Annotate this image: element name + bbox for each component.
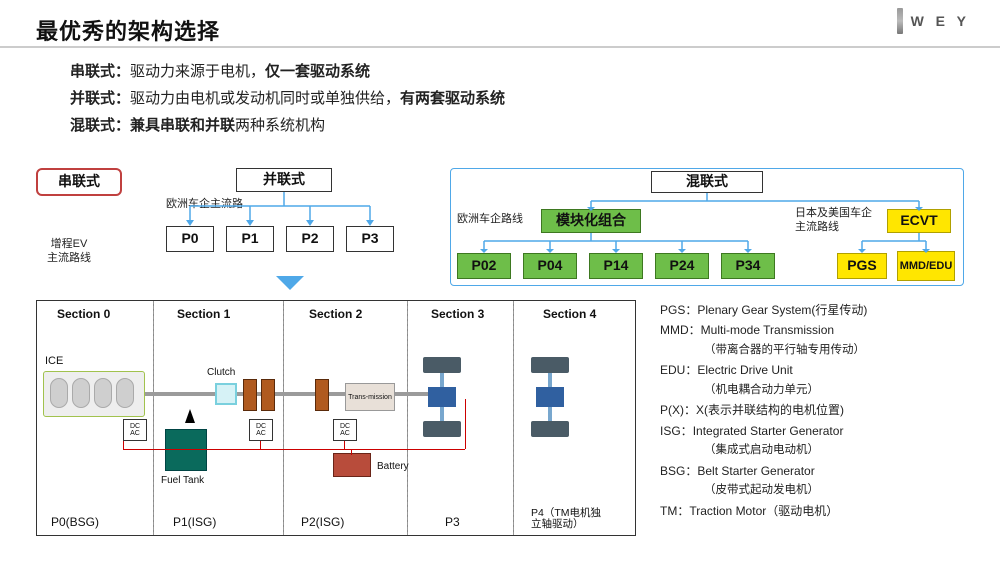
panel-hybrid: 混联式 欧洲车企路线 日本及美国车企主流路线 模块化组合 ECVT P02 P0… <box>450 168 964 286</box>
node-p2: P2 <box>286 226 334 252</box>
dc-bus-1 <box>123 449 371 450</box>
wheel-4b-icon <box>531 421 569 437</box>
bullet-parallel: 并联式：驱动力由电机或发动机同时或单独供给，有两套驱动系统 <box>70 85 505 112</box>
dc-stub-2 <box>344 441 345 449</box>
arrow-down-icon <box>276 276 304 290</box>
node-module: 模块化组合 <box>541 209 641 233</box>
motor-p1b-icon <box>261 379 275 411</box>
bullet-hybrid: 混联式：兼具串联和并联两种系统机构 <box>70 112 505 139</box>
wheel-4a-icon <box>531 357 569 373</box>
node-ecvt: ECVT <box>887 209 951 233</box>
note-parallel: 欧洲车企主流路 <box>166 198 266 212</box>
node-p02: P02 <box>457 253 511 279</box>
glossary-row: MMD：Multi-mode Transmission <box>660 320 980 340</box>
drivetrain-schematic: Section 0 Section 1 Section 2 Section 3 … <box>36 300 636 536</box>
glossary-row: TM：Traction Motor（驱动电机） <box>660 501 980 521</box>
glossary-indent: （机电耦合动力单元） <box>660 381 980 401</box>
note-series: 增程EV 主流路线 <box>34 238 104 266</box>
bullet-label: 并联式： <box>70 90 130 107</box>
sec-div-4 <box>513 301 514 535</box>
battery-icon <box>333 453 371 477</box>
inverter-2-icon: DCAC <box>333 419 357 441</box>
node-mmd-edu: MMD/EDU <box>897 251 955 281</box>
wheel-3b-icon <box>423 421 461 437</box>
node-parallel: 并联式 <box>236 168 332 192</box>
sec4-label: Section 4 <box>543 307 596 321</box>
motor-p2-icon <box>315 379 329 411</box>
bullet-label: 混联式： <box>70 117 130 134</box>
bullet-text: 驱动力由电机或发动机同时或单独供给， <box>130 90 400 107</box>
logo-bar-icon <box>897 8 903 34</box>
hub-3-icon <box>428 387 456 407</box>
sec2-label: Section 2 <box>309 307 362 321</box>
brand-logo: W E Y <box>897 8 970 34</box>
node-hybrid: 混联式 <box>651 171 763 193</box>
ice-icon <box>43 371 145 417</box>
transmission-icon: Trans-mission <box>345 383 395 411</box>
node-series: 串联式 <box>36 168 122 196</box>
axle-4 <box>548 373 552 421</box>
motor-p1a-icon <box>243 379 257 411</box>
hub-4-icon <box>536 387 564 407</box>
sec3-label: Section 3 <box>431 307 484 321</box>
glossary-row: EDU：Electric Drive Unit <box>660 360 980 380</box>
shaft-1 <box>145 392 215 396</box>
node-p0: P0 <box>166 226 214 252</box>
title-underline <box>0 46 1000 48</box>
definition-bullets: 串联式：驱动力来源于电机，仅一套驱动系统 并联式：驱动力由电机或发动机同时或单独… <box>70 58 505 139</box>
node-p34: P34 <box>721 253 775 279</box>
node-p04: P04 <box>523 253 577 279</box>
sec-div-3 <box>407 301 408 535</box>
glossary-row: BSG：Belt Starter Generator <box>660 461 980 481</box>
node-pgs: PGS <box>837 253 887 279</box>
node-p3: P3 <box>346 226 394 252</box>
node-p1: P1 <box>226 226 274 252</box>
fuel-arrow-icon <box>185 409 195 423</box>
bullet-strong: 兼具串联和并联 <box>130 117 235 134</box>
logo-text: W E Y <box>911 13 970 29</box>
wheel-3a-icon <box>423 357 461 373</box>
bullet-strong: 有两套驱动系统 <box>400 90 505 107</box>
sec-div-1 <box>153 301 154 535</box>
glossary-row: P(X)：X(表示并联结构的电机位置) <box>660 400 980 420</box>
sec0-label: Section 0 <box>57 307 110 321</box>
page-title: 最优秀的架构选择 <box>36 14 220 46</box>
battery-label: Battery <box>377 461 409 472</box>
node-p14: P14 <box>589 253 643 279</box>
axle-3 <box>440 373 444 421</box>
bullet-strong: 仅一套驱动系统 <box>265 63 370 80</box>
glossary-indent: （集成式启动电动机） <box>660 441 980 461</box>
note-hybrid-right: 日本及美国车企主流路线 <box>795 207 881 235</box>
ice-label: ICE <box>45 355 63 367</box>
dc-batt-stub <box>351 449 352 455</box>
glossary-indent: （皮带式起动发电机） <box>660 481 980 501</box>
p1-label: P1(ISG) <box>173 515 216 529</box>
dc-stub-0 <box>123 441 124 449</box>
sec-div-2 <box>283 301 284 535</box>
glossary: PGS：Plenary Gear System(行星传动) MMD：Multi-… <box>660 300 980 521</box>
clutch-icon <box>215 383 237 405</box>
dc-bus-2 <box>371 449 465 450</box>
fuel-label: Fuel Tank <box>161 475 204 486</box>
bullet-label: 串联式： <box>70 63 130 80</box>
note-hybrid-left: 欧洲车企路线 <box>457 213 535 227</box>
dc-stub-1 <box>260 441 261 449</box>
glossary-row: ISG：Integrated Starter Generator <box>660 421 980 441</box>
p2-label: P2(ISG) <box>301 515 344 529</box>
sec1-label: Section 1 <box>177 307 230 321</box>
node-p24: P24 <box>655 253 709 279</box>
p4-label: P4（TM电机独立轴驱动） <box>531 508 603 531</box>
p3-label: P3 <box>445 515 460 529</box>
bullet-text: 两种系统机构 <box>235 117 325 134</box>
bullet-text: 驱动力来源于电机， <box>130 63 265 80</box>
clutch-label: Clutch <box>207 367 235 378</box>
inverter-1-icon: DCAC <box>249 419 273 441</box>
architecture-tree: 串联式 增程EV 主流路线 并联式 欧洲车企主流路 P0 P1 P2 P3 混联… <box>36 168 964 290</box>
bullet-series: 串联式：驱动力来源于电机，仅一套驱动系统 <box>70 58 505 85</box>
inverter-0-icon: DCAC <box>123 419 147 441</box>
p0-label: P0(BSG) <box>51 515 99 529</box>
glossary-row: PGS：Plenary Gear System(行星传动) <box>660 300 980 320</box>
glossary-indent: （带离合器的平行轴专用传动） <box>660 341 980 361</box>
dc-p3-stub <box>465 399 466 449</box>
